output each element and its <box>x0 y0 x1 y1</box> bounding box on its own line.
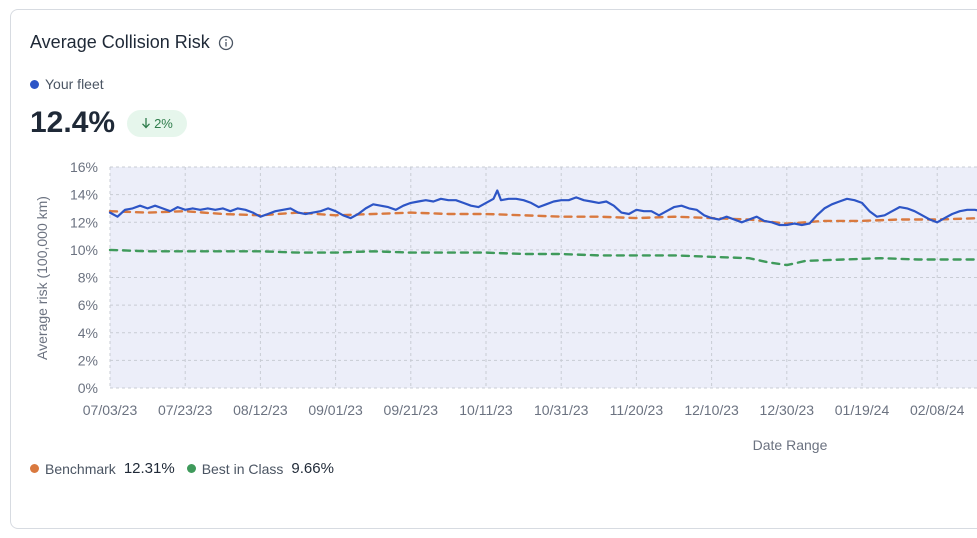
benchmark-legend-dot <box>30 464 39 473</box>
benchmark-legend: Benchmark 12.31% <box>30 460 175 477</box>
y-tick-label: 4% <box>78 325 98 341</box>
collision-risk-chart: 0% 2% 4% 6% 8% 10% 12% 14% 16% 07/03/23 07/23/23 08… <box>34 159 977 453</box>
change-badge: 2% <box>127 109 187 137</box>
bottom-legend: Benchmark 12.31% Best in Class 9.66% <box>30 460 346 477</box>
benchmark-series-line <box>108 210 977 225</box>
best-in-class-legend-value: 9.66% <box>291 460 334 477</box>
fleet-legend-label: Your fleet <box>45 76 104 92</box>
x-axis-title: Date Range <box>753 437 828 453</box>
x-tick-label: 07/03/23 <box>83 402 138 418</box>
y-tick-label: 8% <box>78 270 98 286</box>
y-tick-label: 16% <box>70 159 98 175</box>
y-tick-label: 12% <box>70 214 98 230</box>
best-in-class-legend-label: Best in Class <box>201 460 284 477</box>
x-tick-label: 01/19/24 <box>835 402 890 418</box>
x-tick-label: 10/31/23 <box>534 402 589 418</box>
fleet-series-line <box>108 189 977 227</box>
fleet-legend: Your fleet <box>30 76 104 92</box>
x-tick-label: 08/12/23 <box>233 402 288 418</box>
fleet-risk-value: 12.4% <box>30 106 116 139</box>
arrow-down-icon <box>142 118 151 129</box>
fleet-summary: 12.4% 2% <box>30 106 187 140</box>
y-tick-label: 2% <box>78 352 98 368</box>
info-circle-icon[interactable] <box>218 35 234 51</box>
change-value: 2% <box>154 115 173 131</box>
benchmark-legend-value: 12.31% <box>123 460 175 477</box>
fleet-legend-dot <box>30 79 39 89</box>
x-tick-label: 11/20/23 <box>610 402 664 418</box>
y-axis-title: Average risk (100,000 km) <box>34 196 50 360</box>
best-in-class-legend: Best in Class 9.66% <box>186 460 334 477</box>
y-tick-label: 0% <box>78 380 98 396</box>
benchmark-legend-label: Benchmark <box>45 460 116 477</box>
y-tick-label: 14% <box>70 187 98 203</box>
x-tick-label: 10/11/23 <box>459 402 513 418</box>
y-tick-label: 10% <box>70 242 98 258</box>
x-tick-label: 12/30/23 <box>760 402 815 418</box>
best-in-class-legend-dot <box>186 464 196 473</box>
x-tick-label: 09/21/23 <box>384 402 439 418</box>
y-tick-label: 6% <box>78 297 98 313</box>
x-tick-label: 12/10/23 <box>684 402 739 418</box>
card-header: Average Collision Risk <box>30 32 234 53</box>
card-title: Average Collision Risk <box>30 32 210 52</box>
x-tick-label: 09/01/23 <box>308 402 363 418</box>
best-in-class-series-line <box>108 248 977 267</box>
x-tick-label: 02/08/24 <box>910 402 965 418</box>
x-tick-label: 07/23/23 <box>158 402 213 418</box>
